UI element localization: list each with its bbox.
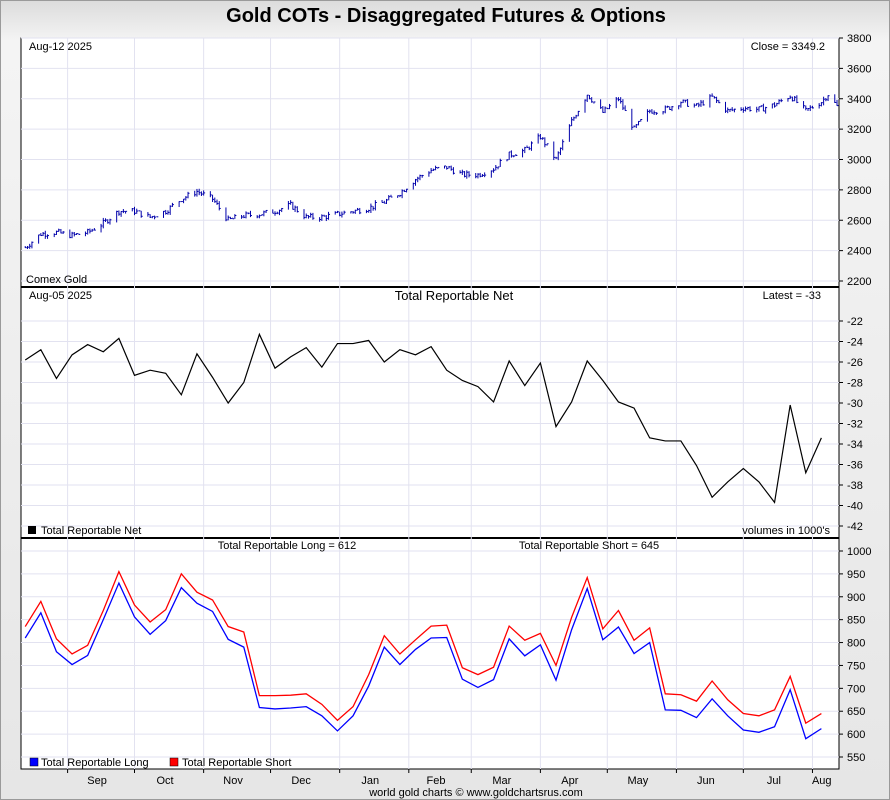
y-tick-label: -32 (847, 419, 863, 431)
net-latest-label: Latest = -33 (763, 290, 821, 302)
y-tick-label: 850 (847, 615, 865, 627)
short-series-line (24, 569, 822, 725)
price-date-label: Aug-12 2025 (29, 41, 92, 53)
footer-credit: world gold charts © www.goldchartsrus.co… (368, 787, 583, 799)
price-series-label: Comex Gold (26, 274, 87, 286)
net-legend-label: Total Reportable Net (41, 525, 141, 537)
y-tick-label: 600 (847, 729, 865, 741)
month-label: Mar (492, 775, 511, 787)
short-header: Total Reportable Short = 645 (519, 540, 659, 552)
y-tick-label: 900 (847, 592, 865, 604)
month-label: Sep (87, 775, 107, 787)
y-tick-label: 650 (847, 706, 865, 718)
month-label: Dec (291, 775, 311, 787)
month-label: Apr (561, 775, 578, 787)
net-date-label: Aug-05 2025 (29, 290, 92, 302)
y-tick-label: -36 (847, 460, 863, 472)
month-label: Jan (361, 775, 379, 787)
y-tick-label: 800 (847, 638, 865, 650)
y-tick-label: 2600 (847, 215, 871, 227)
y-tick-label: 1000 (847, 546, 871, 558)
long-legend-swatch (29, 757, 39, 767)
y-tick-label: 2200 (847, 276, 871, 288)
price-close-label: Close = 3349.2 (751, 41, 825, 53)
y-tick-label: 550 (847, 752, 865, 764)
y-tick-label: 3400 (847, 94, 871, 106)
y-tick-label: -30 (847, 398, 863, 410)
y-tick-label: 3600 (847, 63, 871, 75)
month-label: Nov (223, 775, 243, 787)
y-tick-label: -24 (847, 337, 863, 349)
y-tick-label: -34 (847, 439, 863, 451)
net-panel-title: Total Reportable Net (395, 288, 514, 303)
month-label: Aug (812, 775, 832, 787)
short-legend-label: Total Reportable Short (182, 757, 291, 769)
y-tick-label: 3200 (847, 124, 871, 136)
month-label: Feb (427, 775, 446, 787)
long-short-panel (20, 537, 840, 770)
y-tick-label: -22 (847, 316, 863, 328)
y-tick-label: 950 (847, 569, 865, 581)
y-tick-label: 3800 (847, 33, 871, 45)
month-label: Jun (697, 775, 715, 787)
y-tick-label: -28 (847, 378, 863, 390)
y-tick-label: 3000 (847, 155, 871, 167)
short-legend-swatch (169, 757, 179, 767)
long-legend-label: Total Reportable Long (41, 757, 149, 769)
y-tick-label: 2400 (847, 246, 871, 258)
net-panel (20, 286, 840, 539)
y-tick-label: 700 (847, 683, 865, 695)
y-tick-label: -42 (847, 521, 863, 533)
price-panel (20, 37, 840, 288)
units-note: volumes in 1000's (742, 525, 830, 537)
long-series-line (24, 581, 822, 740)
y-tick-label: -26 (847, 357, 863, 369)
y-tick-label: 750 (847, 660, 865, 672)
y-tick-label: -38 (847, 480, 863, 492)
net-legend-swatch (28, 526, 36, 534)
month-label: May (627, 775, 648, 787)
y-tick-label: 2800 (847, 185, 871, 197)
y-tick-label: -40 (847, 501, 863, 513)
chart-title: Gold COTs - Disaggregated Futures & Opti… (226, 5, 666, 27)
month-label: Jul (767, 775, 781, 787)
net-series-line (24, 332, 822, 504)
month-label: Oct (157, 775, 174, 787)
long-header: Total Reportable Long = 612 (218, 540, 357, 552)
